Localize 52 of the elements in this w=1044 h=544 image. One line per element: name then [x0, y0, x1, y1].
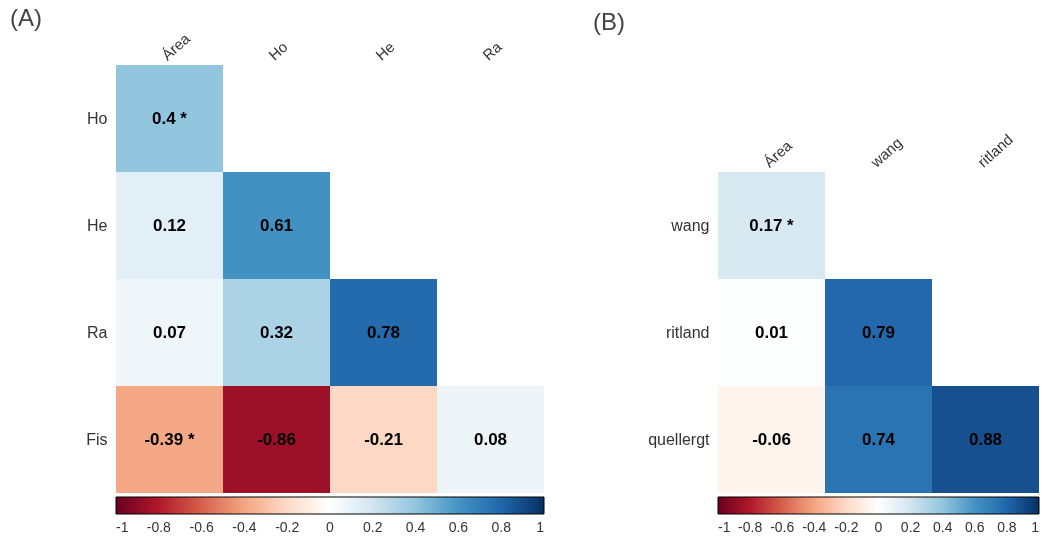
data-label: 0.61	[259, 215, 294, 235]
color-bar-label: -0.4	[802, 519, 827, 535]
data-label: 0.78	[366, 322, 401, 342]
data-label: 0.74	[861, 429, 896, 449]
color-bar-label: -0.2	[275, 519, 300, 535]
y-tick-label: Fis	[86, 430, 108, 448]
color-bar-label: 0.8	[491, 519, 512, 535]
data-label: 0.79	[861, 322, 896, 342]
x-tick-label: He	[372, 38, 398, 64]
color-bar-label: -0.6	[770, 519, 795, 535]
data-label: 0.07	[152, 322, 187, 342]
data-label: -0.06	[752, 429, 791, 449]
color-bar-label: -1	[718, 519, 731, 535]
x-tick-label: Ho	[265, 38, 291, 64]
data-label: 0.08	[473, 429, 508, 449]
color-bar-label: 0	[326, 519, 335, 535]
color-bar-label: 0	[874, 519, 883, 535]
chart-title: (B)	[593, 8, 625, 35]
y-tick-label: wang	[670, 216, 710, 234]
color-bar-label: 0.6	[965, 519, 985, 535]
color-bar-label: -0.4	[232, 519, 257, 535]
y-tick-label: ritland	[665, 323, 710, 341]
chart-title: (A)	[10, 3, 42, 31]
x-tick-label: Área	[158, 29, 194, 64]
color-bar-label: -0.2	[834, 519, 859, 535]
data-label: 0.32	[259, 322, 294, 342]
color-bar-label: -1	[116, 519, 129, 535]
color-bar-label: 0.6	[448, 519, 469, 535]
data-label: -0.39 *	[144, 429, 195, 449]
y-tick-label: Ho	[87, 109, 108, 127]
y-tick-label: He	[87, 216, 108, 234]
color-bar-label: 0.2	[363, 519, 383, 535]
data-label: 0.01	[754, 322, 789, 342]
data-label: 0.12	[152, 215, 187, 235]
color-bar-label: -0.8	[738, 519, 763, 535]
color-bar-label: 0.4	[932, 519, 953, 535]
color-bar-label: 1	[1031, 519, 1040, 535]
data-label: -0.86	[257, 429, 296, 449]
color-bar-label: 0.4	[405, 519, 426, 535]
data-label: -0.21	[364, 429, 403, 449]
data-label: 0.88	[968, 429, 1003, 449]
y-tick-label: Ra	[87, 323, 108, 341]
y-tick-label: quellergt	[648, 430, 711, 448]
data-label: 0.4 *	[152, 108, 188, 128]
x-tick-label: Ra	[479, 37, 506, 64]
data-label: 0.17 *	[749, 215, 795, 235]
color-bar-label: 0.8	[997, 519, 1017, 535]
color-bar-label: -0.8	[146, 519, 172, 535]
x-tick-label: Área	[760, 136, 796, 171]
color-bar-label: 0.2	[900, 519, 921, 535]
color-bar-label: -0.6	[189, 519, 214, 535]
color-bar-label: 1	[536, 519, 545, 535]
